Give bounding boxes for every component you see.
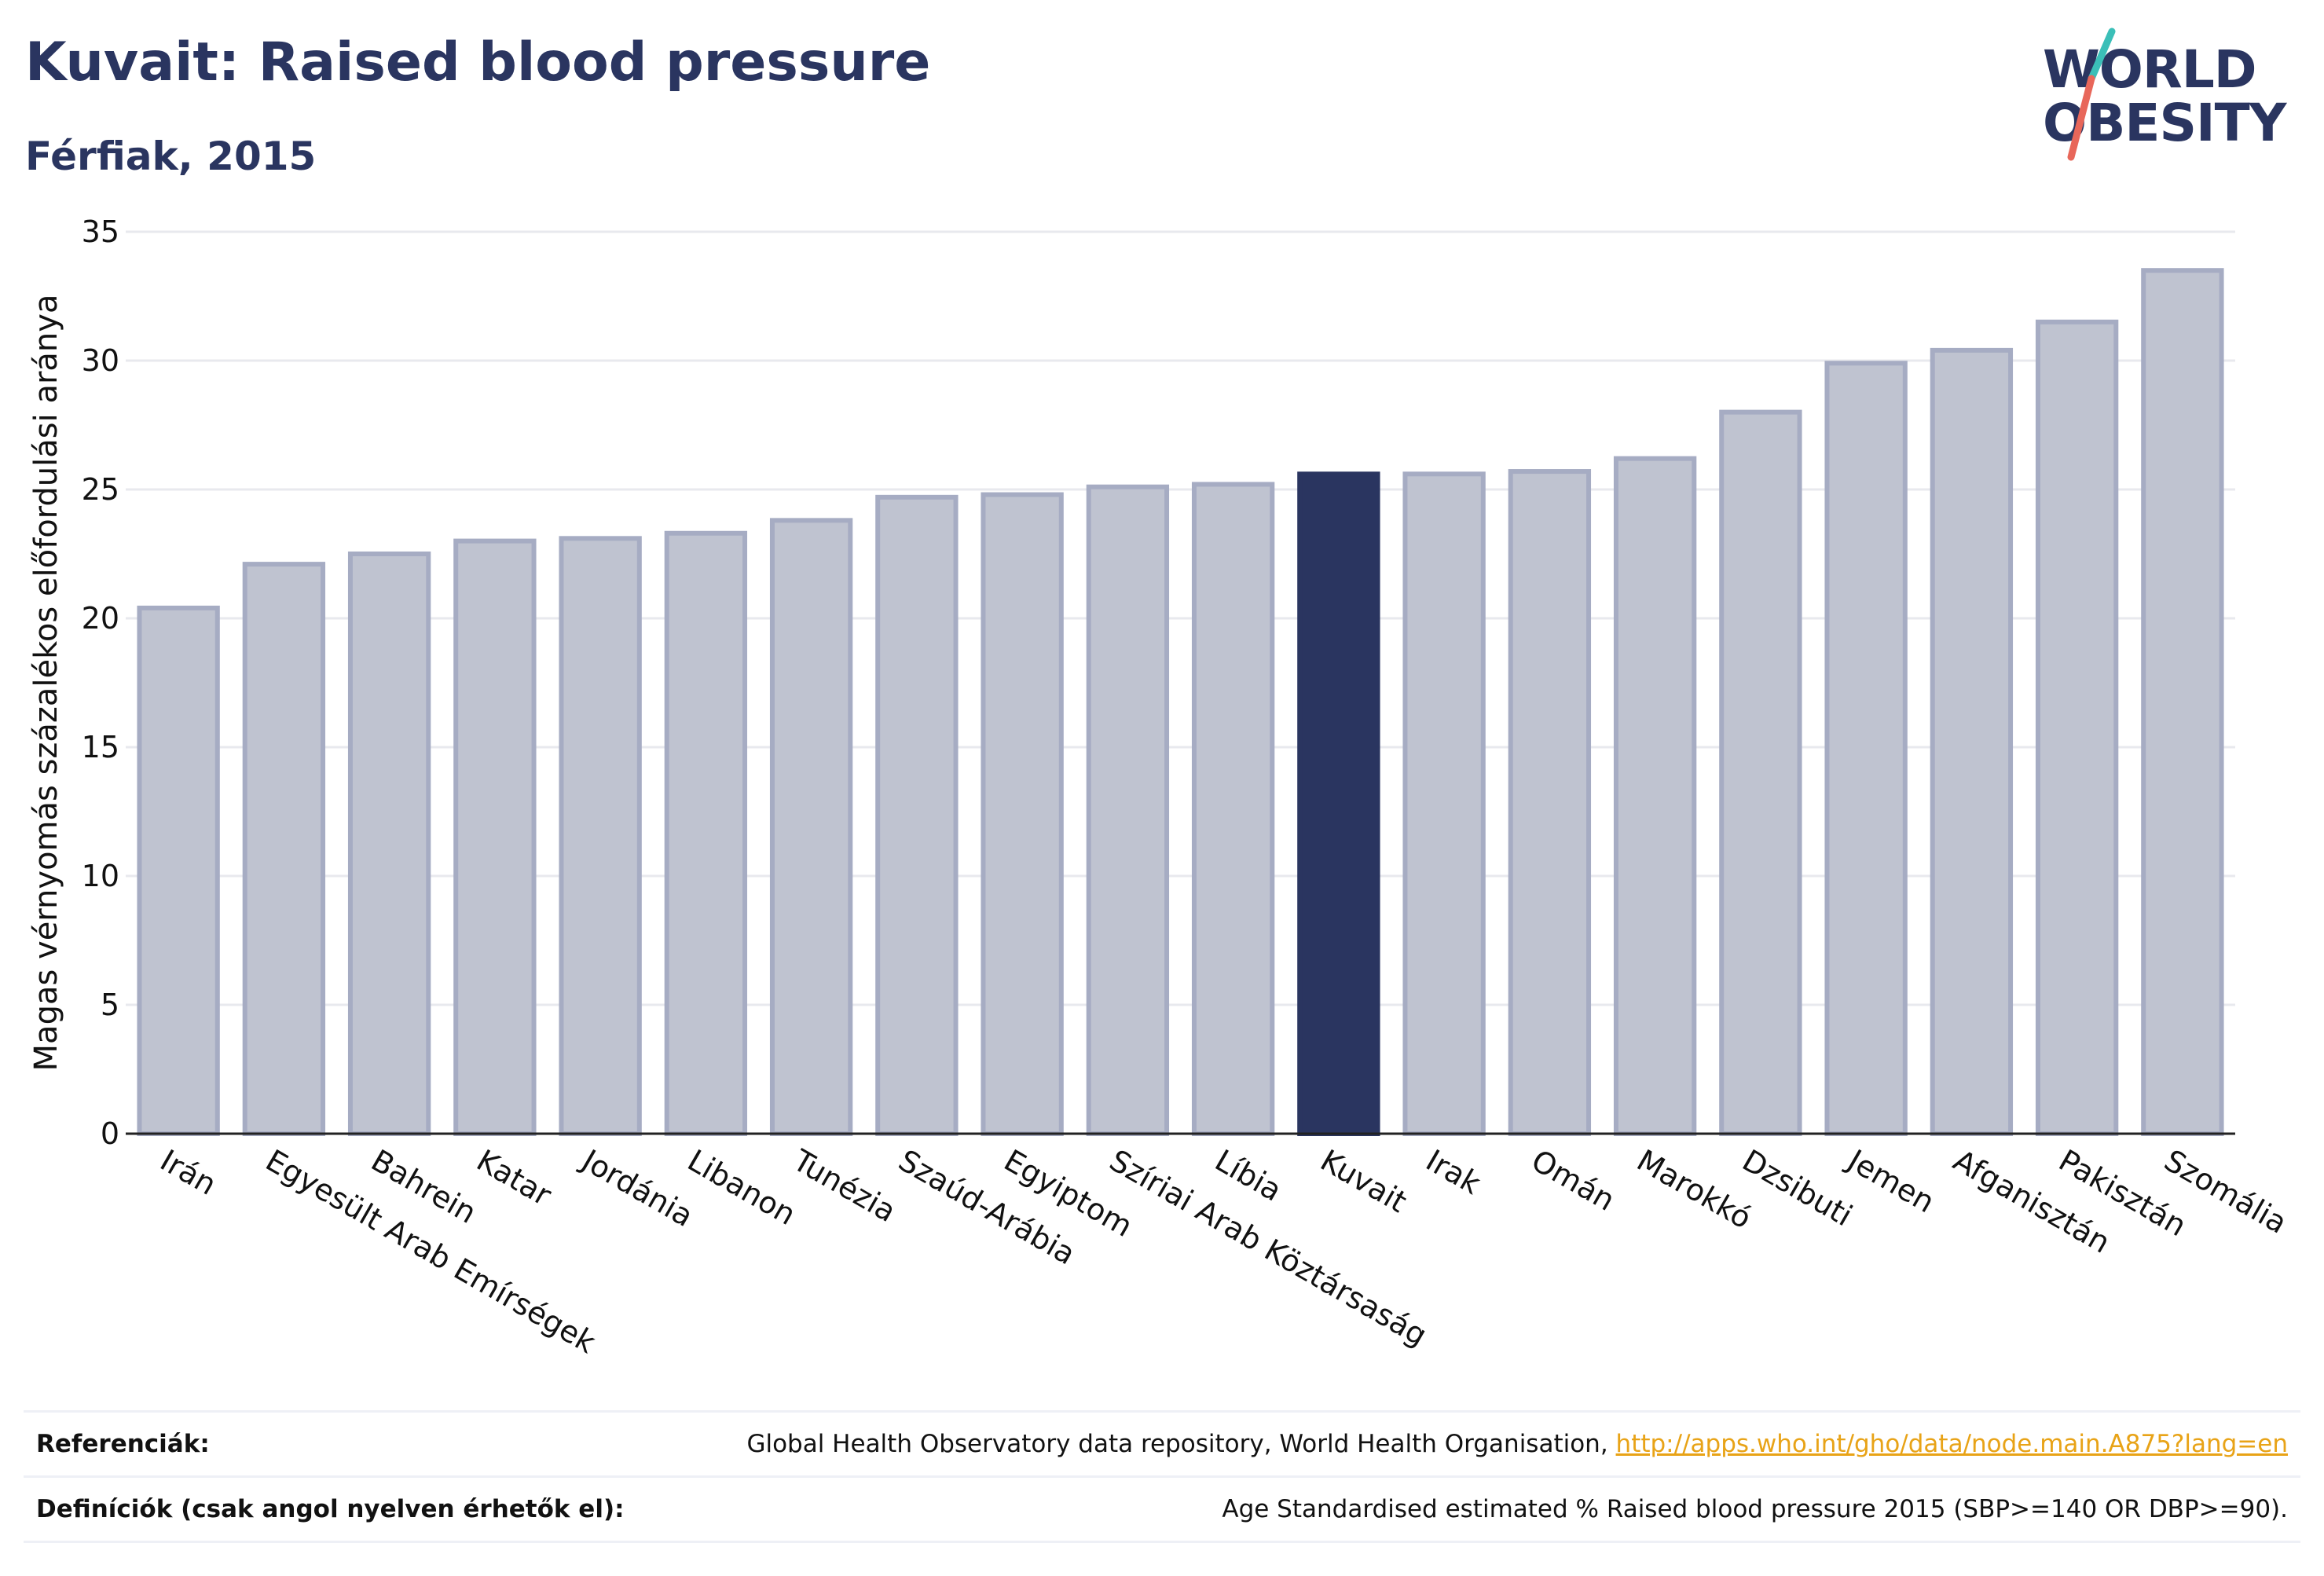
y-tick-label: 5 — [101, 988, 119, 1022]
references-label: Referenciák: — [36, 1430, 210, 1458]
bar — [981, 492, 1064, 1136]
bar — [2035, 319, 2119, 1136]
y-tick-label: 25 — [82, 472, 119, 507]
references-text: Global Health Observatory data repositor… — [746, 1430, 1608, 1458]
references-row: Referenciák: Global Health Observatory d… — [24, 1410, 2300, 1475]
x-tick-label: Marokkó — [1631, 1143, 1758, 1236]
y-axis-title: Magas vérnyomás százalékos előfordulási … — [28, 295, 64, 1072]
y-tick-label: 35 — [82, 214, 119, 249]
chart-subtitle: Férfiak, 2015 — [25, 134, 317, 179]
bar — [1402, 471, 1486, 1136]
x-tick-label: Omán — [1526, 1143, 1621, 1218]
bar — [453, 538, 537, 1136]
x-tick-label: Dzsibuti — [1736, 1143, 1858, 1233]
bar-chart: 0 5 10 15 20 25 30 35 Magas vérnyomás százalékos… — [28, 214, 2293, 1360]
y-tick-label: 15 — [82, 730, 119, 764]
x-tick-label: Szaúd-Arábia — [893, 1143, 1081, 1272]
bar — [875, 494, 959, 1136]
x-tick-label: Jordánia — [575, 1142, 699, 1233]
y-tick-label: 10 — [82, 859, 119, 893]
x-tick-label: Tunézia — [786, 1142, 902, 1229]
x-tick-label: Kuvait — [1314, 1143, 1412, 1219]
y-tick-label: 20 — [82, 601, 119, 636]
bar — [1719, 409, 1802, 1136]
chart-title: Kuvait: Raised blood pressure — [25, 31, 931, 93]
x-tick-label: Líbia — [1209, 1143, 1288, 1208]
bar — [1613, 456, 1697, 1136]
world-obesity-logo: WORLD OBESITY — [2043, 24, 2310, 165]
bar — [347, 552, 431, 1136]
bar — [664, 530, 748, 1136]
references-link[interactable]: http://apps.who.int/gho/data/node.main.A… — [1615, 1430, 2288, 1458]
x-tick-label: Libanon — [682, 1143, 801, 1232]
bar — [1824, 361, 1908, 1136]
definitions-label: Definíciók (csak angol nyelven érhetők e… — [36, 1495, 625, 1523]
y-tick-label: 30 — [82, 343, 119, 378]
bar — [242, 562, 326, 1136]
x-tick-label: Irán — [155, 1143, 222, 1202]
definitions-text: Age Standardised estimated % Raised bloo… — [1222, 1495, 2288, 1523]
x-tick-label: Jemen — [1841, 1142, 1941, 1220]
bar — [1508, 469, 1592, 1136]
bar — [1930, 347, 2014, 1136]
logo-word-world: WORLD — [2043, 39, 2257, 100]
bar — [137, 605, 220, 1136]
bar — [559, 536, 642, 1136]
y-tick-label: 0 — [101, 1116, 119, 1151]
bar — [1086, 484, 1170, 1136]
logo-slash-icon — [2067, 27, 2116, 161]
definitions-row: Definíciók (csak angol nyelven érhetők e… — [24, 1475, 2300, 1543]
bar — [1191, 482, 1275, 1136]
bar — [1297, 471, 1380, 1136]
x-tick-label: Irak — [1420, 1143, 1486, 1201]
bar — [2141, 268, 2224, 1137]
bar — [769, 518, 853, 1136]
references-value: Global Health Observatory data repositor… — [746, 1430, 2300, 1458]
x-tick-label: Katar — [471, 1143, 557, 1213]
